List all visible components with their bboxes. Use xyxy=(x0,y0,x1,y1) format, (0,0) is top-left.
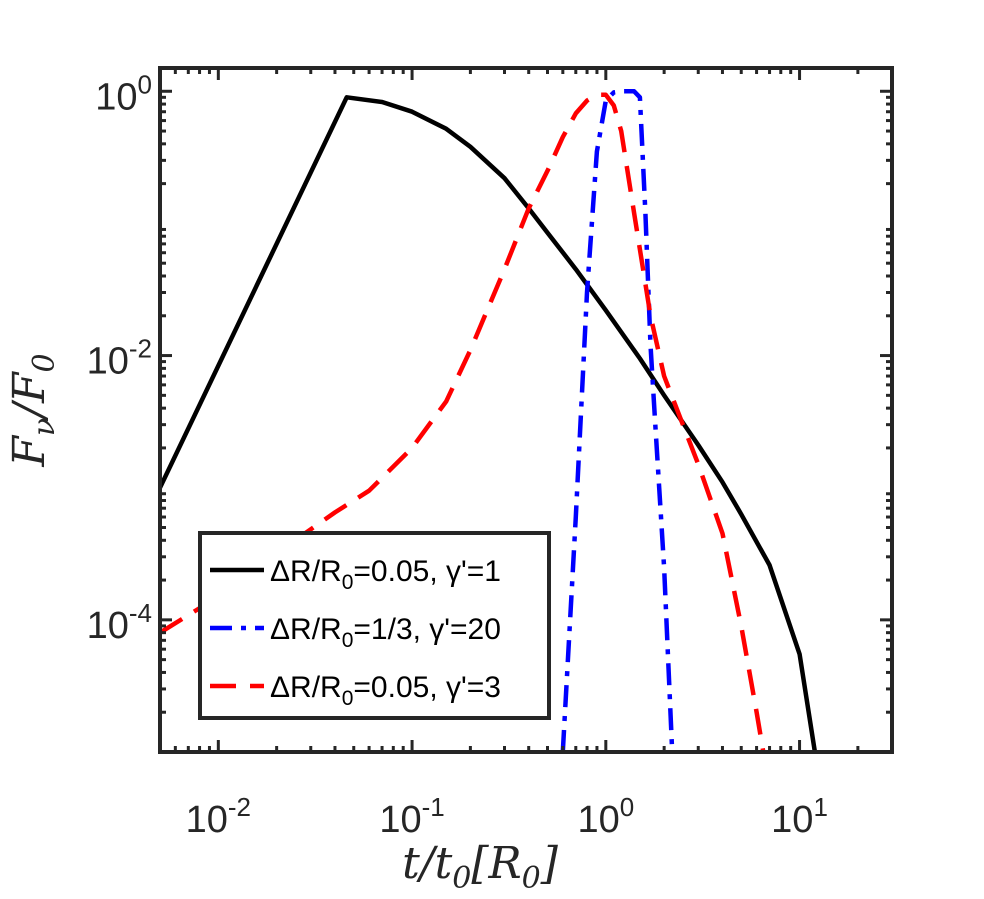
tick-marks xyxy=(160,68,892,752)
x-axis-label: t/t0[R0] xyxy=(402,838,559,896)
series-line-1 xyxy=(160,95,818,752)
series-layer xyxy=(160,89,818,752)
plot-frame xyxy=(158,66,894,754)
y-tick-label: 10-2 xyxy=(87,334,152,383)
series-line-2 xyxy=(560,89,675,752)
legend-entry-1: ΔR/R0=0.05, γ'=1 xyxy=(270,555,501,594)
series-line-3 xyxy=(160,92,766,752)
x-tick-label: 10-2 xyxy=(186,792,251,841)
legend-entry-3: ΔR/R0=0.05, γ'=3 xyxy=(270,671,501,710)
y-axis-label: Fν/F0 xyxy=(4,353,62,467)
x-tick-label: 10-1 xyxy=(379,792,444,841)
x-tick-label: 101 xyxy=(771,792,828,841)
y-tick-label: 10-4 xyxy=(87,598,152,647)
legend-entry-2: ΔR/R0=1/3, γ'=20 xyxy=(270,613,501,652)
y-tick-label: 100 xyxy=(95,69,152,118)
legend: ΔR/R0=0.05, γ'=1 ΔR/R0=1/3, γ'=20 ΔR/R0=… xyxy=(198,531,551,720)
x-tick-label: 100 xyxy=(577,792,634,841)
tick-labels: 10-2 10-1 100 101 100 10-2 10-4 xyxy=(87,69,828,841)
